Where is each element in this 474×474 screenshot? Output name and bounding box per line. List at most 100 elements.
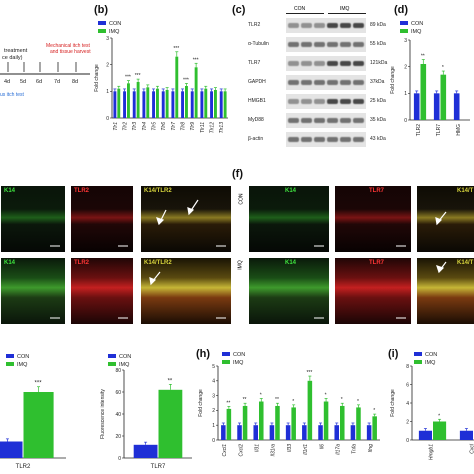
bar-imq (275, 405, 280, 440)
significance-label: *** (183, 77, 189, 83)
blot-header-con: CON (294, 6, 306, 12)
significance-label: * (442, 65, 444, 71)
legend-swatch-imq (400, 29, 408, 33)
legend-label-con: CON (411, 21, 423, 27)
legend-swatch-imq (98, 29, 106, 33)
micro-label-tlr7: TLR7 (369, 188, 384, 194)
y-tick-label: 6 (406, 382, 409, 388)
significance-label: *** (173, 46, 179, 52)
western-blot: CON IMQ TLR2 89 kDa α-Tubulin 55 kDa TLR7 121… (248, 6, 387, 156)
bar-imq (242, 405, 248, 440)
timeline-treatment-label: treatment (4, 48, 28, 54)
blot-row-label: MyD88 (248, 117, 264, 123)
x-tick-label: Cxcl (470, 443, 474, 454)
micro-label-tlr2: TLR2 (74, 188, 89, 194)
bar-con (113, 91, 117, 118)
x-tick-label: Il17a (336, 444, 342, 455)
bar-con (221, 425, 226, 440)
micrograph-e-con-k14: K14 (0, 185, 66, 253)
y-tick-label: 8 (406, 364, 409, 370)
x-tick-label: Il6 (319, 444, 325, 450)
micro-label-k14: K14 (4, 188, 16, 194)
bar-con (269, 425, 275, 440)
bar-imq (156, 88, 159, 118)
bar-con (152, 91, 155, 118)
significance-label: * (438, 413, 440, 419)
significance-label: *** (306, 370, 312, 376)
micro-label-k14: K14 (285, 260, 297, 266)
significance-label: * (357, 399, 359, 405)
x-tick-label: Cxcl1 (222, 444, 228, 457)
y-tick-label: 1 (212, 423, 215, 429)
micro-label-k14: K14 (4, 260, 16, 266)
significance-label: * (292, 399, 294, 405)
micrograph-f-con-merge: K14/T (416, 185, 474, 253)
timeline-day-6: 6d (36, 79, 42, 85)
blot-row-label: α-Tubulin (248, 41, 269, 47)
bar-con (161, 91, 165, 118)
x-tick-label: Tlr2 (123, 122, 129, 131)
bar-con (350, 425, 356, 440)
x-tick-label: TLR2 (16, 464, 31, 470)
blot-band-row (286, 37, 366, 52)
micrograph-f-imq-merge: K14/T (416, 257, 474, 325)
x-tick-label: TLR7 (436, 124, 442, 136)
panel-label-i: (i) (388, 348, 399, 360)
y-tick-label: 1 (404, 91, 407, 97)
significance-label: ** (168, 378, 173, 384)
legend-label-con: CON (17, 354, 29, 360)
significance-label: ** (243, 397, 247, 403)
timeline-mech-label-2: and tissue harvest (50, 49, 91, 55)
chart-i: 0 2 4 6 8 Fold change * Hmgb1 Cxcl CON IMQ (390, 352, 474, 460)
blot-row-label: GAPDH (248, 79, 266, 85)
x-tick-label: Ifng (368, 444, 374, 453)
y-tick-label: 20 (115, 434, 121, 440)
bar-imq (372, 416, 377, 440)
y-tick-label: 2 (212, 408, 215, 414)
x-tick-label: Tlr4 (142, 122, 148, 131)
legend-swatch-con (400, 21, 408, 25)
bar-imq (420, 64, 427, 120)
micro-label-merge: K14/T (457, 188, 474, 194)
panel-label-f: (f) (232, 168, 243, 180)
x-tick-label: HMG (456, 124, 462, 136)
y-axis-label: Fold change (390, 389, 396, 417)
x-tick-label: Tlr1 (113, 122, 119, 131)
micro-label-merge: K14/TLR2 (144, 188, 172, 194)
y-tick-label: 0 (406, 438, 409, 444)
bar-con (190, 91, 194, 118)
legend-swatch-imq (414, 360, 422, 364)
x-tick-label: Tlr11 (200, 122, 206, 133)
micro-label-merge: K14/TLR2 (144, 260, 172, 266)
bar-con (302, 425, 307, 440)
x-tick-label: Il31 (255, 444, 261, 452)
legend-label-con: CON (109, 21, 121, 27)
bar-imq (323, 401, 329, 440)
blot-row-label: HMGB1 (248, 98, 266, 104)
chart-b: 0 1 2 3 Fold change Tlr1 *** Tlr2 *** Tlr3 Tlr4 Tlr… (94, 21, 228, 133)
legend-swatch-con (98, 21, 106, 25)
x-tick-label: Il1rl1 (303, 444, 309, 455)
x-tick-label: Hmgb1 (429, 444, 435, 460)
y-tick-label: 60 (115, 390, 121, 396)
panel-label-b: (b) (94, 4, 109, 16)
bar-imq (158, 389, 183, 458)
legend-swatch-imq (6, 362, 14, 366)
legend-swatch-con (108, 354, 116, 358)
micrograph-f-imq-k14: K14 (248, 257, 330, 325)
bar-imq (23, 392, 54, 458)
blot-header-imq: IMQ (340, 6, 350, 12)
bar-imq (204, 88, 208, 118)
legend-label-imq: IMQ (119, 362, 130, 368)
timeline-day-4: 4d (4, 79, 10, 85)
timeline-day-8: 8d (72, 79, 78, 85)
bar-imq (214, 90, 217, 118)
micrograph-e-con-merge: K14/TLR2 (140, 185, 232, 253)
bar-imq (127, 83, 130, 118)
blot-band-row (286, 113, 366, 128)
significance-label: * (341, 397, 343, 403)
blot-kda-label: 121kDa (370, 60, 388, 66)
bar-con (413, 93, 420, 120)
